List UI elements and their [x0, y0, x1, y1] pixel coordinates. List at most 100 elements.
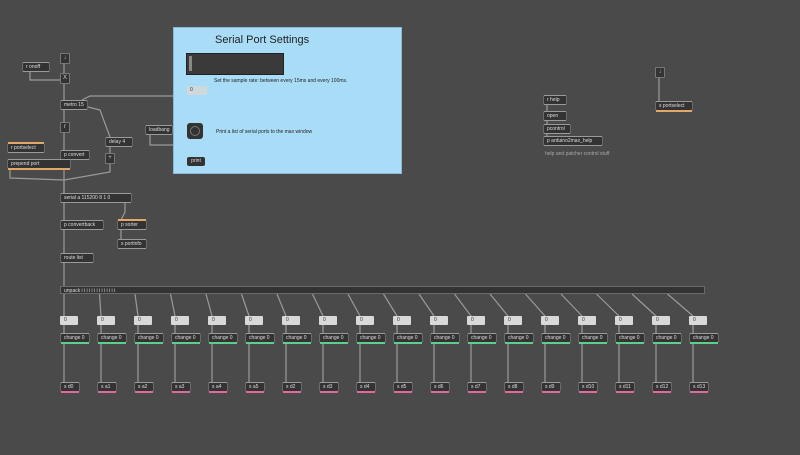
change-object[interactable]: change 0: [652, 333, 682, 344]
patch-cord: [311, 293, 324, 317]
panel-title: Serial Port Settings: [215, 34, 310, 46]
patch-cord: [382, 293, 398, 317]
prepend-port-object[interactable]: prepend port: [7, 159, 71, 170]
change-object[interactable]: change 0: [60, 333, 90, 344]
help-comment: help and patcher control stuff: [545, 151, 610, 157]
p-arduino2max-help-object[interactable]: p arduino2max_help: [543, 136, 603, 146]
open-message[interactable]: open: [543, 111, 567, 121]
toggle-x-button[interactable]: X: [60, 73, 70, 84]
change-object[interactable]: change 0: [208, 333, 238, 344]
channel-number-box[interactable]: 0: [615, 316, 633, 325]
patch-cord: [631, 293, 657, 317]
rate-number-box[interactable]: 0: [187, 86, 207, 95]
channel-number-box[interactable]: 0: [319, 316, 337, 325]
send-object[interactable]: s d3: [319, 382, 339, 393]
change-object[interactable]: change 0: [430, 333, 460, 344]
patch-cord: [98, 293, 102, 317]
print-description: Print a list of serial ports to the max …: [216, 129, 313, 135]
send-object[interactable]: s a2: [134, 382, 154, 393]
channel-number-box[interactable]: 0: [356, 316, 374, 325]
patch-cord: [454, 293, 472, 317]
change-object[interactable]: change 0: [245, 333, 275, 344]
channel-number-box[interactable]: 0: [245, 316, 263, 325]
send-object[interactable]: s d11: [615, 382, 635, 393]
metro-object[interactable]: metro 15: [60, 100, 88, 110]
right-bang-button[interactable]: ↓: [655, 67, 665, 78]
change-object[interactable]: change 0: [97, 333, 127, 344]
change-object[interactable]: change 0: [504, 333, 534, 344]
pcontrol-object[interactable]: pcontrol: [543, 124, 571, 134]
send-object[interactable]: s d5: [393, 382, 413, 393]
change-object[interactable]: change 0: [467, 333, 497, 344]
send-object[interactable]: s d12: [652, 382, 672, 393]
change-object[interactable]: change 0: [393, 333, 423, 344]
patch-cord: [205, 293, 213, 317]
unpack-object[interactable]: unpack i i i i i i i i i i i i i i: [60, 286, 705, 294]
send-object[interactable]: s a3: [171, 382, 191, 393]
channel-number-box[interactable]: 0: [578, 316, 596, 325]
loadbang-object[interactable]: loadbang: [145, 125, 173, 135]
channel-number-box[interactable]: 0: [652, 316, 670, 325]
change-object[interactable]: change 0: [134, 333, 164, 344]
p-sorter-object[interactable]: p sorter: [117, 219, 147, 230]
change-object[interactable]: change 0: [689, 333, 719, 344]
send-object[interactable]: s d13: [689, 382, 709, 393]
send-object[interactable]: s d0: [60, 382, 80, 393]
send-object[interactable]: s a5: [245, 382, 265, 393]
p-convert-object[interactable]: p convert: [60, 150, 90, 160]
receive-portselect-object[interactable]: r portselect: [7, 142, 45, 153]
p-convertback-object[interactable]: p convertback: [60, 220, 104, 230]
channel-number-box[interactable]: 0: [467, 316, 485, 325]
patch-cord: [560, 293, 583, 317]
channel-number-box[interactable]: 0: [504, 316, 522, 325]
channel-number-box[interactable]: 0: [97, 316, 115, 325]
change-object[interactable]: change 0: [578, 333, 608, 344]
change-object[interactable]: change 0: [171, 333, 201, 344]
plus-object[interactable]: +: [105, 153, 115, 164]
receive-help-object[interactable]: r help: [543, 95, 567, 105]
channel-number-box[interactable]: 0: [393, 316, 411, 325]
channel-number-box[interactable]: 0: [60, 316, 78, 325]
patch-cord: [120, 200, 126, 221]
r-object[interactable]: r: [60, 122, 70, 133]
channel-number-box[interactable]: 0: [689, 316, 707, 325]
send-object[interactable]: s d7: [467, 382, 487, 393]
send-object[interactable]: s d9: [541, 382, 561, 393]
send-object[interactable]: s d8: [504, 382, 524, 393]
patch-cord: [276, 293, 287, 317]
s-portinfo-object[interactable]: s portinfo: [117, 239, 147, 249]
channel-number-box[interactable]: 0: [282, 316, 300, 325]
send-object[interactable]: s d6: [430, 382, 450, 393]
patch-cord: [347, 293, 361, 317]
patch-cord: [9, 168, 65, 181]
top-bang-button[interactable]: ↓: [60, 53, 70, 64]
send-portselect-object[interactable]: s portselect: [655, 101, 693, 112]
change-object[interactable]: change 0: [282, 333, 312, 344]
patch-cord: [240, 293, 250, 317]
send-object[interactable]: s a1: [97, 382, 117, 393]
sample-rate-slider[interactable]: [186, 53, 284, 75]
change-object[interactable]: change 0: [541, 333, 571, 344]
channel-number-box[interactable]: 0: [208, 316, 226, 325]
send-object[interactable]: s d10: [578, 382, 598, 393]
serial-object[interactable]: serial a 115200 8 1 0: [60, 193, 132, 203]
channel-number-box[interactable]: 0: [134, 316, 152, 325]
channel-number-box[interactable]: 0: [430, 316, 448, 325]
change-object[interactable]: change 0: [615, 333, 645, 344]
send-object[interactable]: s d4: [356, 382, 376, 393]
patch-cord: [134, 293, 139, 317]
send-object[interactable]: s d2: [282, 382, 302, 393]
print-button[interactable]: print: [187, 157, 205, 166]
route-list-object[interactable]: route list: [60, 253, 94, 263]
change-object[interactable]: change 0: [319, 333, 349, 344]
channel-number-box[interactable]: 0: [171, 316, 189, 325]
patch-cord: [63, 163, 111, 193]
print-toggle[interactable]: [187, 123, 203, 139]
patch-cord: [489, 293, 509, 317]
patch-cord: [596, 293, 620, 317]
send-object[interactable]: s a4: [208, 382, 228, 393]
delay-object[interactable]: delay 4: [105, 137, 133, 147]
change-object[interactable]: change 0: [356, 333, 386, 344]
channel-number-box[interactable]: 0: [541, 316, 559, 325]
receive-onoff-object[interactable]: r onoff: [22, 62, 50, 72]
